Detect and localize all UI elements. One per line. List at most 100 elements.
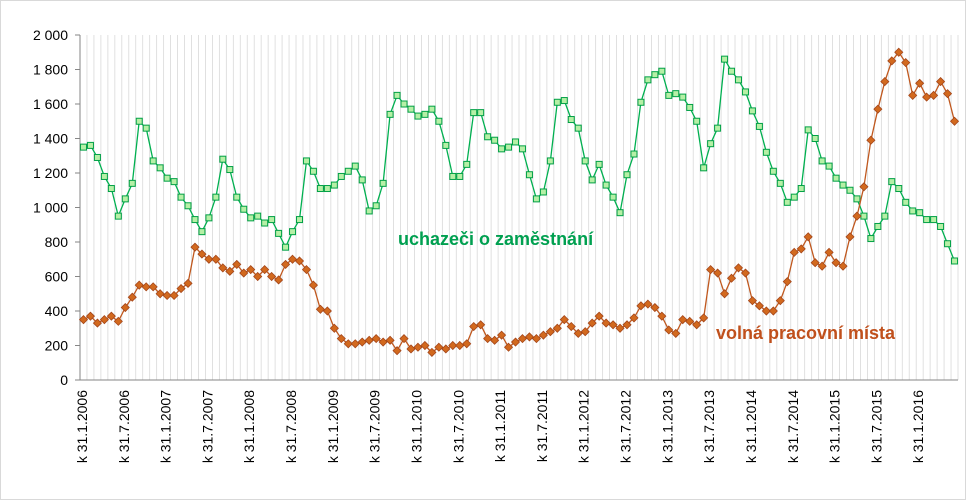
data-point [372, 202, 380, 210]
data-point [923, 216, 931, 224]
y-tick-label: 800 [45, 234, 69, 250]
data-point [260, 265, 270, 275]
data-point [888, 178, 896, 186]
data-point [532, 195, 540, 203]
data-point [191, 216, 199, 224]
data-point [302, 157, 310, 165]
data-point [490, 335, 500, 345]
data-point [643, 299, 653, 309]
data-point [239, 268, 249, 278]
data-point [379, 179, 387, 187]
data-point [650, 302, 660, 313]
x-tick-label: k 31.7.2012 [618, 390, 634, 463]
data-point [337, 172, 345, 180]
data-point [476, 320, 486, 330]
data-point [141, 282, 151, 292]
x-tick-label: k 31.1.2014 [743, 390, 759, 463]
data-point [407, 105, 415, 113]
data-point [406, 344, 416, 354]
data-point [289, 228, 297, 236]
data-point [525, 171, 533, 179]
data-point [420, 340, 430, 351]
data-point [510, 337, 521, 347]
data-point [491, 136, 499, 144]
data-point [951, 257, 959, 265]
data-point [435, 117, 443, 125]
data-point [225, 266, 235, 276]
data-point [594, 311, 604, 321]
x-tick-label: k 31.7.2011 [534, 390, 550, 462]
data-point [155, 289, 165, 299]
data-point [393, 91, 401, 99]
y-axis-ticks: 0 200 400 600 800 1 000 1 200 1 400 1 600 1 800 2 … [33, 27, 80, 388]
data-point [930, 216, 938, 224]
data-point [657, 311, 667, 321]
data-point [832, 174, 840, 182]
data-point [699, 313, 709, 323]
data-point [197, 249, 207, 259]
data-point [762, 148, 770, 156]
data-point [721, 55, 729, 63]
data-point [469, 321, 479, 332]
data-point [783, 198, 791, 206]
data-point [707, 140, 715, 148]
data-point [462, 339, 472, 349]
data-point [240, 205, 248, 213]
data-point [483, 334, 493, 344]
data-point [156, 164, 164, 172]
data-point [287, 254, 298, 264]
data-point [275, 229, 283, 237]
data-point [644, 76, 652, 84]
data-point [754, 301, 764, 311]
data-point [378, 337, 388, 347]
data-point [463, 160, 471, 168]
data-point [755, 122, 763, 130]
data-point [365, 207, 373, 215]
data-point [949, 116, 960, 126]
data-point [344, 167, 352, 175]
y-tick-label: 1 200 [33, 165, 68, 181]
data-point [552, 323, 562, 333]
y-tick-label: 200 [45, 338, 69, 354]
data-point [629, 313, 639, 323]
data-point [470, 109, 478, 117]
data-point [846, 186, 854, 194]
data-point [831, 258, 841, 268]
data-point [929, 90, 939, 100]
data-point [796, 244, 806, 254]
data-point [538, 330, 548, 340]
data-point [176, 284, 186, 294]
data-point [531, 334, 541, 344]
data-point [517, 334, 528, 344]
data-point [811, 135, 819, 142]
data-point [253, 271, 263, 282]
data-point [908, 90, 918, 100]
y-tick-label: 1 600 [33, 96, 68, 112]
data-point [323, 185, 331, 193]
data-point [860, 212, 868, 220]
data-point [296, 216, 303, 224]
data-point [936, 77, 946, 87]
data-point [233, 193, 241, 201]
data-point [205, 214, 213, 222]
data-point [427, 347, 437, 357]
data-point [268, 216, 276, 224]
data-point [902, 198, 910, 206]
data-point [678, 315, 688, 325]
data-point [623, 171, 631, 179]
data-point [714, 124, 722, 132]
data-point [937, 222, 945, 230]
data-point [518, 145, 526, 153]
data-point [658, 67, 666, 75]
data-point [797, 185, 805, 193]
data-point [825, 162, 833, 170]
data-point [413, 342, 423, 352]
data-point [810, 258, 820, 268]
data-point [665, 91, 673, 99]
x-tick-label: k 31.7.2006 [116, 390, 132, 463]
data-point [671, 328, 681, 338]
data-point [121, 195, 129, 203]
data-point [719, 289, 730, 299]
data-point [944, 240, 952, 248]
data-point [135, 117, 143, 125]
